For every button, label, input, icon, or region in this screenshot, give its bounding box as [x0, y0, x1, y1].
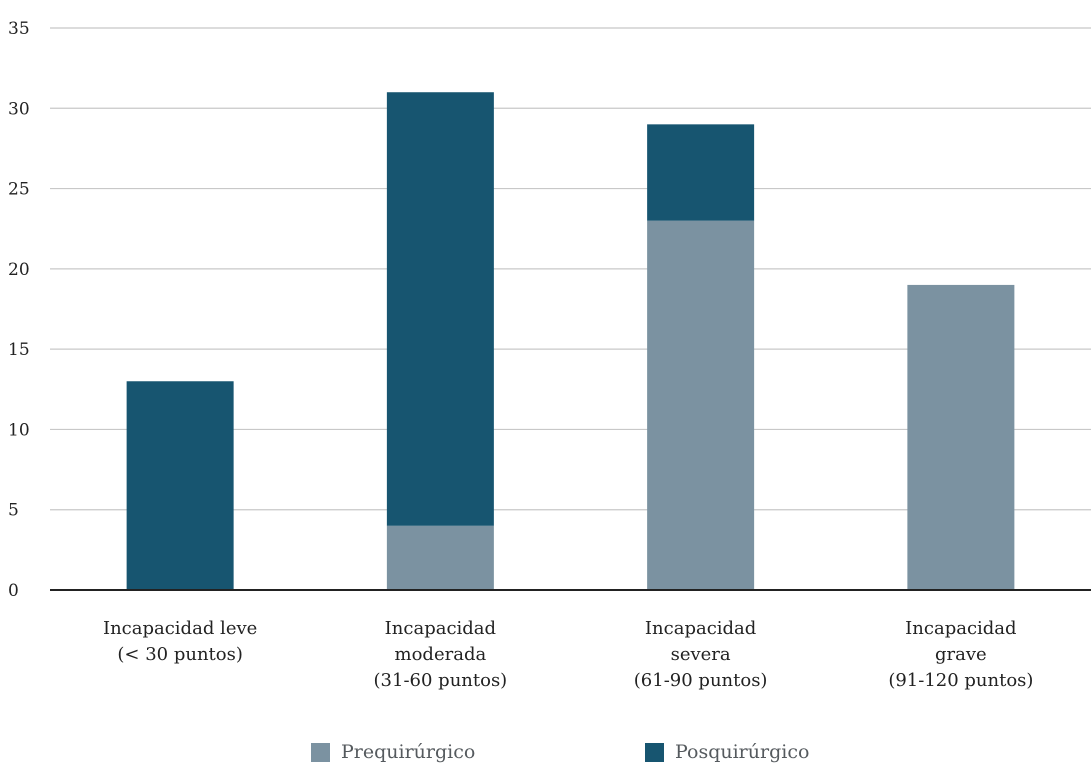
- y-tick-label: 25: [8, 180, 30, 200]
- y-tick-label: 10: [8, 420, 30, 440]
- y-tick-label: 20: [8, 260, 30, 280]
- legend-swatch-prequirurgico: [311, 742, 330, 762]
- x-category-label-line: Incapacidad: [385, 618, 496, 639]
- x-category-label-line: (91-120 puntos): [888, 670, 1033, 691]
- legend-swatch-posquirurgico: [645, 742, 664, 762]
- x-category-label-line: Incapacidad: [645, 618, 756, 639]
- bar-segment-prequirurgico-3: [907, 284, 1015, 590]
- legend-label-prequirurgico: Prequirúrgico: [341, 741, 476, 763]
- x-category-label: Incapacidad severa (61-90 puntos): [634, 618, 768, 691]
- x-category-label-line: Incapacidad leve: [103, 618, 257, 639]
- y-tick-label: 35: [8, 19, 30, 39]
- bar-segment-posquirurgico-0: [126, 381, 234, 590]
- x-category-label-line: Incapacidad: [905, 618, 1016, 639]
- x-category-label: Incapacidad grave (91-120 puntos): [888, 618, 1033, 691]
- x-category-label-line: (31-60 puntos): [374, 670, 508, 691]
- legend: Prequirúrgico Posquirúrgico: [0, 741, 1091, 765]
- x-category-label-line: severa: [671, 644, 731, 665]
- x-category-label-line: (< 30 puntos): [117, 644, 243, 665]
- x-category-label-line: grave: [935, 644, 987, 665]
- x-category-label: Incapacidad leve (< 30 puntos): [103, 618, 257, 665]
- y-axis-ticks: 0 5 10 15 20 25 30 35: [8, 19, 30, 601]
- y-tick-label: 0: [8, 581, 19, 601]
- legend-item-prequirurgico: Prequirúrgico: [311, 741, 475, 763]
- y-tick-label: 30: [8, 99, 30, 119]
- y-tick-label: 15: [8, 340, 30, 360]
- x-category-label: Incapacidad moderada (31-60 puntos): [374, 618, 508, 691]
- y-tick-label: 5: [8, 501, 19, 521]
- x-axis-category-labels: Incapacidad leve (< 30 puntos)Incapacidad…: [103, 618, 1033, 691]
- bar-segment-prequirurgico-2: [647, 220, 755, 590]
- x-category-label-line: moderada: [395, 644, 487, 665]
- stacked-bar-chart: 0 5 10 15 20 25 30 35 Incapacidad leve (< 30 pun…: [8, 19, 1091, 691]
- bars: [126, 92, 1015, 590]
- bar-segment-posquirurgico-1: [386, 92, 494, 526]
- x-category-label-line: (61-90 puntos): [634, 670, 768, 691]
- bar-segment-posquirurgico-2: [647, 124, 755, 221]
- legend-item-posquirurgico: Posquirúrgico: [645, 741, 809, 763]
- bar-segment-prequirurgico-1: [386, 525, 494, 590]
- legend-label-posquirurgico: Posquirúrgico: [675, 741, 810, 763]
